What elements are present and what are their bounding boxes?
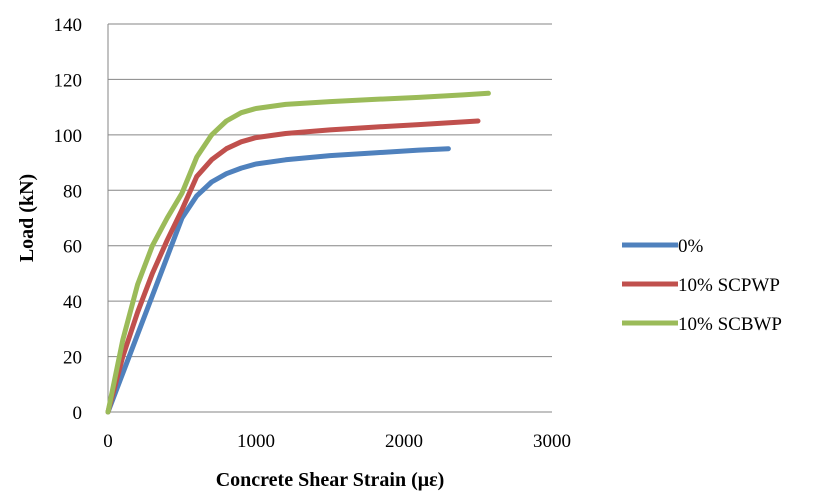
x-tick-label: 1000 xyxy=(237,431,275,452)
x-tick-label: 3000 xyxy=(533,431,571,452)
legend: 0% 10% SCPWP 10% SCBWP xyxy=(622,236,782,335)
x-axis-ticks: 0 1000 2000 3000 xyxy=(103,431,571,452)
y-tick-label: 120 xyxy=(54,70,83,91)
series-line-0 xyxy=(105,146,451,415)
series-lines xyxy=(105,90,491,415)
legend-label: 10% SCPWP xyxy=(678,275,780,296)
legend-item: 0% xyxy=(622,236,704,257)
gridlines xyxy=(108,23,552,413)
legend-item: 10% SCPWP xyxy=(622,275,780,296)
y-tick-label: 80 xyxy=(63,181,82,202)
legend-label: 0% xyxy=(678,236,704,257)
y-tick-label: 60 xyxy=(63,237,82,258)
x-tick-label: 0 xyxy=(103,431,113,452)
legend-item: 10% SCBWP xyxy=(622,314,782,335)
legend-label: 10% SCBWP xyxy=(678,314,782,335)
y-tick-label: 20 xyxy=(63,348,82,369)
series-line-2 xyxy=(105,90,491,415)
x-axis-title: Concrete Shear Strain (με) xyxy=(216,469,445,491)
y-tick-label: 40 xyxy=(63,292,82,313)
y-tick-label: 100 xyxy=(54,126,83,147)
y-axis-title: Load (kN) xyxy=(16,174,38,262)
x-tick-label: 2000 xyxy=(385,431,423,452)
y-axis-ticks: 0 20 40 60 80 100 120 140 xyxy=(54,15,83,424)
y-tick-label: 0 xyxy=(73,403,83,424)
y-tick-label: 140 xyxy=(54,15,83,36)
series-line-1 xyxy=(105,118,481,415)
